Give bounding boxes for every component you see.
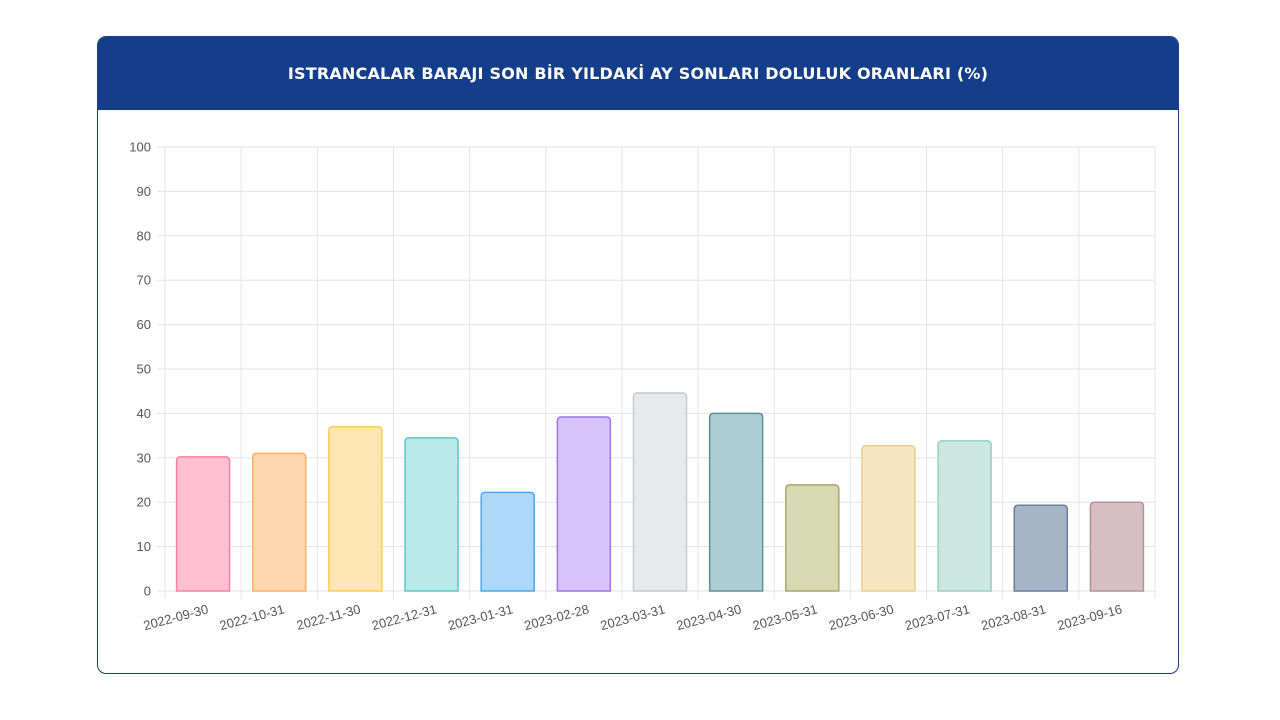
bar-2023-08-31 <box>1013 504 1069 592</box>
y-tick-label: 40 <box>137 406 151 421</box>
bar-2023-03-31 <box>632 392 688 592</box>
x-tick-label: 2023-01-31 <box>446 601 514 633</box>
y-tick-label: 70 <box>137 273 151 288</box>
x-tick-label: 2022-11-30 <box>295 601 362 632</box>
bar-2023-05-31 <box>785 484 840 592</box>
y-tick-label: 100 <box>129 140 151 155</box>
x-tick-label: 2023-02-28 <box>523 601 591 633</box>
bar-2023-02-28 <box>556 416 612 592</box>
y-tick-label: 30 <box>137 450 151 465</box>
y-tick-label: 10 <box>137 539 151 554</box>
x-tick-label: 2022-12-31 <box>370 601 438 633</box>
x-tick-label: 2023-08-31 <box>979 601 1047 633</box>
y-tick-label: 0 <box>144 584 151 599</box>
y-tick-label: 20 <box>137 495 151 510</box>
bar-2023-04-30 <box>708 412 764 592</box>
x-tick-label: 2023-05-31 <box>751 601 819 633</box>
x-tick-label: 2023-07-31 <box>903 601 971 633</box>
y-tick-label: 80 <box>137 228 151 243</box>
bar-2022-12-31 <box>404 437 459 592</box>
bar-2022-10-31 <box>251 452 307 592</box>
bar-2023-09-16 <box>1089 501 1145 592</box>
y-tick-label: 60 <box>137 317 151 332</box>
x-tick-label: 2023-04-30 <box>675 601 743 633</box>
bars <box>175 392 1145 592</box>
chart-title: ISTRANCALAR BARAJI SON BİR YILDAKİ AY SO… <box>287 64 989 83</box>
card-header: ISTRANCALAR BARAJI SON BİR YILDAKİ AY SO… <box>98 37 1178 110</box>
bar-2023-06-30 <box>861 445 916 592</box>
y-tick-label: 50 <box>137 362 151 377</box>
x-axis-ticks: 2022-09-30 2022-10-31 2022-11-30 2022-12-31… <box>142 601 1124 633</box>
x-tick-label: 2022-09-30 <box>142 601 210 633</box>
y-axis-ticks: 0 10 20 30 40 50 60 70 80 90 100 <box>129 140 151 599</box>
bar-2023-07-31 <box>937 440 992 592</box>
x-tick-label: 2023-06-30 <box>827 601 895 633</box>
x-tick-label: 2022-10-31 <box>218 601 286 633</box>
x-tick-label: 2023-09-16 <box>1056 601 1124 633</box>
bar-2022-11-30 <box>328 425 383 592</box>
y-tick-label: 90 <box>137 184 151 199</box>
x-tick-label: 2023-03-31 <box>599 601 667 633</box>
bar-2022-09-30 <box>175 456 231 592</box>
bar-2023-01-31 <box>480 491 535 592</box>
